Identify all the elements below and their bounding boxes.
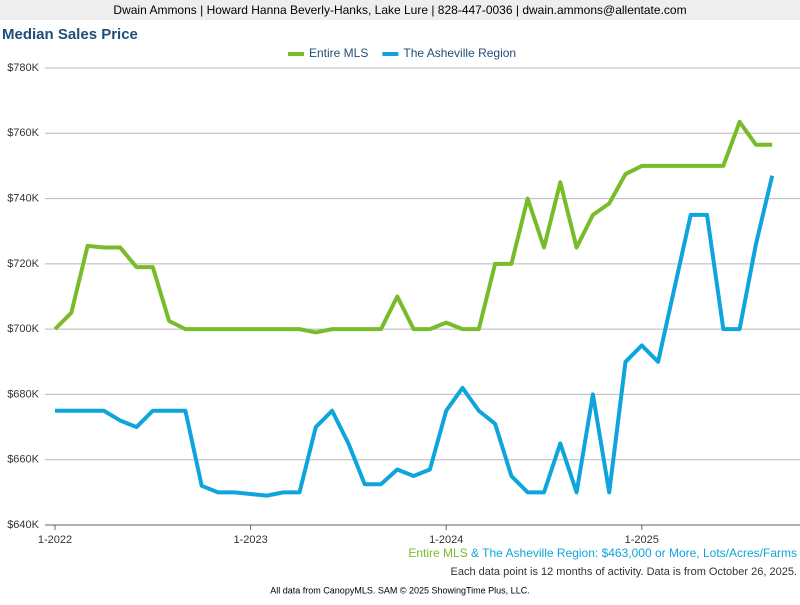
series-line (55, 175, 775, 498)
x-tick-label: 1-2024 (429, 534, 463, 546)
y-tick-label: $740K (7, 192, 39, 204)
series-line (53, 119, 773, 335)
filter-note: Entire MLS & The Asheville Region: $463,… (408, 546, 797, 560)
y-tick-label: $700K (7, 323, 39, 335)
header: Dwain Ammons | Howard Hanna Beverly-Hank… (113, 3, 686, 17)
header-bar (0, 0, 800, 20)
legend: Entire MLS The Asheville Region (288, 46, 516, 60)
y-tick-label: $760K (7, 127, 39, 139)
legend-label: The Asheville Region (403, 46, 516, 60)
y-tick-label: $640K (7, 519, 39, 531)
y-tick-label: $680K (7, 388, 39, 400)
caption: Each data point is 12 months of activity… (451, 566, 797, 578)
y-tick-label: $720K (7, 258, 39, 270)
x-tick-label: 1-2025 (625, 534, 659, 546)
y-tick-label: $660K (7, 454, 39, 466)
y-tick-label: $780K (7, 62, 39, 74)
x-tick-label: 1-2022 (38, 534, 72, 546)
filter-series: Entire MLS (408, 546, 467, 560)
source: All data from CanopyMLS. SAM © 2025 Show… (270, 585, 529, 595)
filter-text: & The Asheville Region: $463,000 or More… (471, 546, 797, 560)
x-tick-label: 1-2023 (233, 534, 267, 546)
chart-title: Median Sales Price (2, 26, 138, 43)
legend-label: Entire MLS (309, 46, 368, 60)
